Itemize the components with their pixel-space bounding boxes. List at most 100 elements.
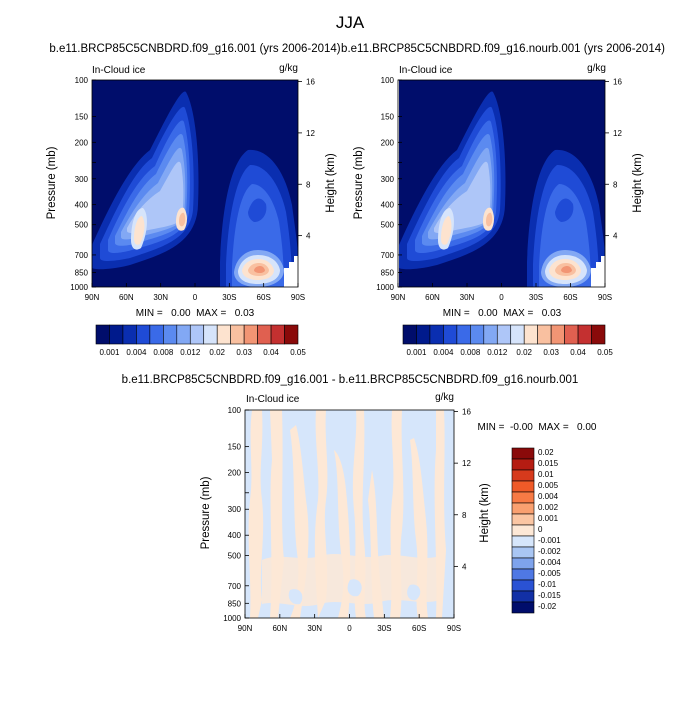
p1-colorbar-swatch	[257, 324, 272, 345]
p2-y-tick-label: 700	[381, 251, 395, 260]
panel-1-colorbar: 0.001 0.004 0.008 0.012 0.02 0.03 0.04 0.05	[95, 324, 306, 357]
panel-2-units: g/kg	[587, 63, 606, 74]
panel-1-units: g/kg	[279, 63, 298, 74]
panel-2-stats: MIN = 0.00 MAX = 0.03	[443, 308, 562, 319]
p3-colorbar-label: -0.01	[538, 580, 557, 589]
p3-colorbar-swatch	[511, 513, 535, 526]
p1-colorbar-label: 0.03	[236, 348, 252, 357]
p2-colorbar-swatch	[443, 324, 458, 345]
p2-y-tick-label: 100	[381, 76, 395, 85]
p2-y-tick-label: 500	[381, 221, 395, 230]
p1-colorbar-label: 0.02	[209, 348, 225, 357]
p1-colorbar-swatch	[243, 324, 258, 345]
p2-x-tick-label: 60S	[563, 293, 577, 302]
p2-y-tick-label: 200	[381, 138, 395, 147]
p2-y2-tick-label: 16	[613, 78, 622, 87]
p1-colorbar-swatch	[203, 324, 218, 345]
panel-2-y2label: Height (km)	[632, 153, 644, 213]
p2-colorbar-swatch	[577, 324, 592, 345]
p3-colorbar-label: 0.01	[538, 470, 554, 479]
panel-1-y2label: Height (km)	[325, 153, 337, 213]
panel-3-stats: MIN = -0.00 MAX = 0.00	[478, 422, 597, 433]
p2-colorbar-swatch	[416, 324, 431, 345]
p1-colorbar-label: 0.004	[126, 348, 147, 357]
p3-colorbar-swatch	[511, 546, 535, 559]
p2-x-tick-label: 0	[499, 293, 504, 302]
p2-colorbar-label: 0.008	[460, 348, 481, 357]
p2-colorbar-swatch	[402, 324, 417, 345]
p3-colorbar-label: 0.002	[538, 503, 559, 512]
p1-colorbar-swatch	[136, 324, 151, 345]
p2-colorbar-label: 0.05	[597, 348, 613, 357]
p1-colorbar-swatch	[230, 324, 245, 345]
p1-x-tick-label: 90N	[85, 293, 100, 302]
p3-colorbar-swatch	[511, 535, 535, 548]
p2-x-tick-label: 90N	[391, 293, 406, 302]
p1-colorbar-swatch	[109, 324, 124, 345]
p1-colorbar-swatch	[284, 324, 299, 345]
panel-3-y2label: Height (km)	[479, 483, 491, 543]
p3-colorbar-label: 0.004	[538, 492, 559, 501]
panel-2-x-axis: 90N 60N 30N 0 30S 60S 90S	[391, 283, 612, 302]
p3-colorbar-swatch	[511, 480, 535, 493]
panel-1-y-axis: 100 150 200 300 400 500 700 850 1000	[70, 76, 96, 292]
p3-colorbar-swatch	[511, 458, 535, 471]
p1-colorbar-swatch	[270, 324, 285, 345]
p1-y2-tick-label: 12	[306, 129, 315, 138]
p1-x-tick-label: 0	[193, 293, 198, 302]
p3-x-tick-label: 60S	[412, 624, 426, 633]
p2-colorbar-label: 0.012	[487, 348, 508, 357]
p1-y-tick-label: 400	[75, 201, 89, 210]
panel-2-colorbar: 0.001 0.004 0.008 0.012 0.02 0.03 0.04 0.05	[402, 324, 613, 357]
p1-colorbar-swatch	[189, 324, 205, 345]
p2-y-tick-label: 400	[381, 201, 395, 210]
panel-2-contour-field	[399, 80, 605, 287]
p2-colorbar-swatch	[483, 324, 498, 345]
panel-2-y-axis: 100 150 200 300 400 500 700 850 1000	[376, 76, 402, 292]
p1-colorbar-swatch	[216, 324, 231, 345]
p2-x-tick-label: 90S	[598, 293, 612, 302]
p2-y2-tick-label: 8	[613, 180, 618, 189]
p1-y-tick-label: 1000	[70, 283, 88, 292]
panel-1-title: b.e11.BRCP85C5CNBDRD.f09_g16.001 (yrs 20…	[49, 43, 340, 55]
p1-colorbar-swatch	[149, 324, 164, 345]
p1-x-tick-label: 30N	[153, 293, 168, 302]
figure-title: JJA	[336, 13, 365, 32]
p1-y2-tick-label: 16	[306, 78, 315, 87]
panel-3-title: b.e11.BRCP85C5CNBDRD.f09_g16.001 - b.e11…	[122, 374, 579, 386]
p2-colorbar-swatch	[537, 324, 552, 345]
p3-colorbar-swatch	[511, 447, 535, 460]
p1-y-tick-label: 300	[75, 175, 89, 184]
p3-colorbar-label: 0	[538, 525, 543, 534]
p3-colorbar-label: -0.002	[538, 547, 561, 556]
p2-colorbar-label: 0.04	[570, 348, 586, 357]
panel-3: b.e11.BRCP85C5CNBDRD.f09_g16.001 - b.e11…	[122, 374, 597, 633]
p1-y-tick-label: 850	[75, 268, 89, 277]
p2-colorbar-swatch	[523, 324, 538, 345]
p2-colorbar-swatch	[496, 324, 512, 345]
p1-y-tick-label: 150	[75, 112, 89, 121]
p3-colorbar-swatch	[511, 590, 535, 603]
p1-colorbar-swatch	[95, 324, 110, 345]
p2-x-tick-label: 30N	[460, 293, 475, 302]
p2-colorbar-swatch	[470, 324, 485, 345]
p2-y-tick-label: 300	[381, 175, 395, 184]
panel-1-stats: MIN = 0.00 MAX = 0.03	[136, 308, 255, 319]
p2-colorbar-swatch	[429, 324, 444, 345]
p1-colorbar-swatch	[122, 324, 137, 345]
p3-colorbar-swatch	[511, 579, 535, 592]
p3-colorbar-label: -0.015	[538, 591, 561, 600]
panel-2-variable-label: In-Cloud ice	[399, 65, 453, 76]
p1-x-tick-label: 90S	[291, 293, 305, 302]
p3-y-tick-label: 300	[228, 505, 242, 514]
p3-y-tick-label: 200	[228, 469, 242, 478]
p1-y-tick-label: 100	[75, 76, 89, 85]
p1-colorbar-label: 0.04	[263, 348, 279, 357]
panel-1-height-axis: 16 12 8 4	[298, 78, 315, 241]
p3-colorbar-label: 0.02	[538, 448, 554, 457]
p3-colorbar-swatch	[511, 469, 535, 482]
p3-colorbar-swatch	[511, 524, 535, 537]
panel-1-contour-field	[92, 80, 298, 287]
p2-colorbar-swatch	[564, 324, 579, 345]
